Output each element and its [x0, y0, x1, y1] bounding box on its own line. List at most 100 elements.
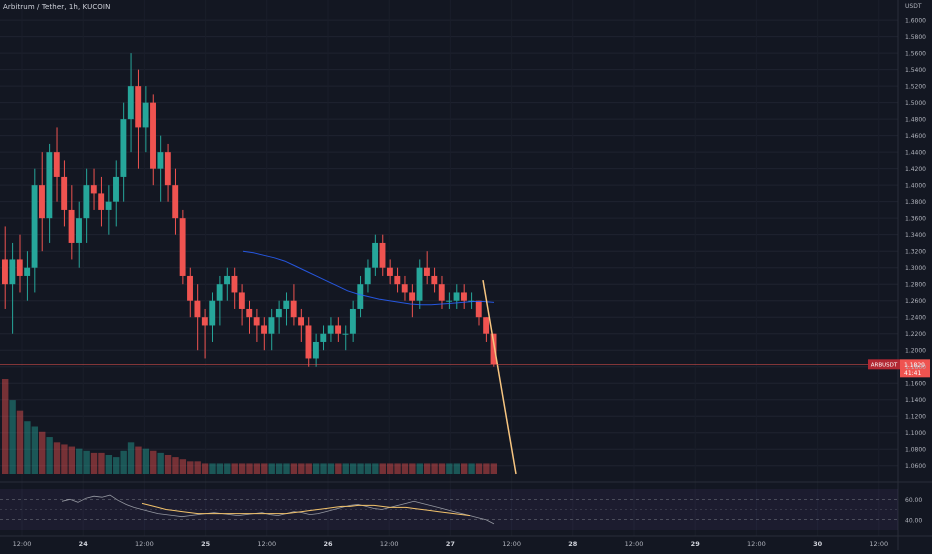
candle[interactable] — [253, 308, 260, 342]
volume-bar — [327, 463, 335, 474]
candle[interactable] — [9, 242, 16, 334]
candle[interactable] — [357, 275, 364, 318]
candle-body — [327, 325, 334, 334]
candle[interactable] — [379, 234, 386, 276]
volume-bar — [135, 446, 142, 474]
candle[interactable] — [216, 275, 223, 326]
candle[interactable] — [224, 267, 230, 301]
candle[interactable] — [298, 308, 305, 342]
candle[interactable] — [320, 325, 327, 351]
candle[interactable] — [231, 267, 238, 309]
candle[interactable] — [31, 168, 38, 293]
candle[interactable] — [157, 135, 164, 202]
volume-bar — [61, 444, 68, 474]
candle[interactable] — [423, 251, 430, 285]
candle[interactable] — [83, 168, 90, 243]
candle[interactable] — [201, 308, 208, 359]
candle[interactable] — [194, 284, 201, 351]
candle[interactable] — [238, 284, 245, 326]
candle[interactable] — [61, 160, 68, 227]
candle[interactable] — [142, 86, 149, 153]
candle[interactable] — [150, 94, 156, 186]
price-tick-label: 1.6000 — [905, 18, 926, 25]
candle[interactable] — [401, 275, 408, 301]
price-tick-label: 1.4000 — [905, 183, 926, 190]
symbol-title[interactable]: Arbitrum / Tether, 1h, KUCOIN — [3, 3, 111, 11]
symbol-badge-label: ARBUSDT — [871, 363, 898, 369]
candle[interactable] — [209, 292, 216, 342]
rsi-pane[interactable] — [0, 489, 898, 530]
volume-bar — [187, 461, 194, 474]
candle[interactable] — [135, 69, 142, 169]
candle[interactable] — [268, 308, 275, 351]
candle[interactable] — [120, 102, 127, 202]
candle[interactable] — [113, 160, 119, 227]
candle[interactable] — [172, 168, 179, 235]
volume-bar — [268, 463, 275, 474]
candlesticks[interactable] — [2, 53, 497, 367]
candle[interactable] — [261, 317, 268, 351]
candle-body — [453, 292, 460, 301]
candle-body — [460, 292, 467, 301]
candle[interactable] — [179, 209, 186, 285]
time-tick-label: 12:00 — [747, 540, 766, 548]
candle[interactable] — [53, 127, 60, 202]
candle[interactable] — [431, 267, 438, 293]
volume-bar — [24, 421, 31, 474]
candle[interactable] — [98, 176, 105, 227]
candle[interactable] — [39, 152, 45, 252]
candle[interactable] — [290, 284, 297, 326]
candle[interactable] — [2, 226, 8, 309]
candle[interactable] — [275, 300, 282, 334]
candle[interactable] — [187, 267, 193, 318]
candle[interactable] — [438, 275, 445, 309]
candle[interactable] — [364, 259, 371, 293]
candle[interactable] — [416, 259, 423, 309]
candle[interactable] — [483, 317, 490, 342]
volume-bar — [416, 463, 423, 474]
candle[interactable] — [76, 201, 82, 268]
candle[interactable] — [312, 333, 319, 367]
candle[interactable] — [283, 292, 290, 326]
candle[interactable] — [46, 143, 53, 243]
candle[interactable] — [453, 284, 460, 309]
candle-body — [83, 185, 90, 219]
volume-bar — [275, 463, 283, 474]
projection-line[interactable] — [482, 279, 517, 475]
candle[interactable] — [409, 284, 416, 318]
time-tick-label: 12:00 — [869, 540, 888, 548]
candle-body — [246, 308, 253, 318]
volume-bar — [253, 463, 261, 474]
last-price-badge — [900, 359, 930, 378]
projection-trend-line[interactable] — [482, 279, 517, 475]
volume-bar — [39, 431, 46, 474]
time-tick-label: 12:00 — [13, 540, 32, 548]
candle[interactable] — [68, 185, 75, 260]
volume-bar — [68, 446, 76, 474]
rsi-line — [61, 494, 495, 525]
volume-bar — [238, 463, 246, 474]
candle[interactable] — [386, 259, 393, 285]
candle[interactable] — [342, 325, 349, 351]
candle[interactable] — [127, 53, 134, 153]
volume-bar — [372, 463, 379, 474]
candle[interactable] — [16, 234, 23, 293]
candle-body — [164, 152, 171, 186]
candle[interactable] — [335, 317, 342, 342]
candle[interactable] — [90, 168, 97, 210]
candle[interactable] — [164, 143, 171, 202]
candle[interactable] — [24, 251, 31, 301]
candle[interactable] — [327, 317, 334, 342]
candle-body — [475, 300, 482, 318]
candle[interactable] — [305, 317, 312, 367]
candle[interactable] — [349, 300, 356, 342]
candle[interactable] — [246, 300, 253, 334]
candle[interactable] — [460, 284, 467, 309]
candle[interactable] — [394, 267, 401, 293]
candle[interactable] — [446, 292, 453, 309]
candle[interactable] — [372, 234, 379, 276]
candle[interactable] — [475, 300, 482, 326]
candle[interactable] — [105, 185, 112, 235]
